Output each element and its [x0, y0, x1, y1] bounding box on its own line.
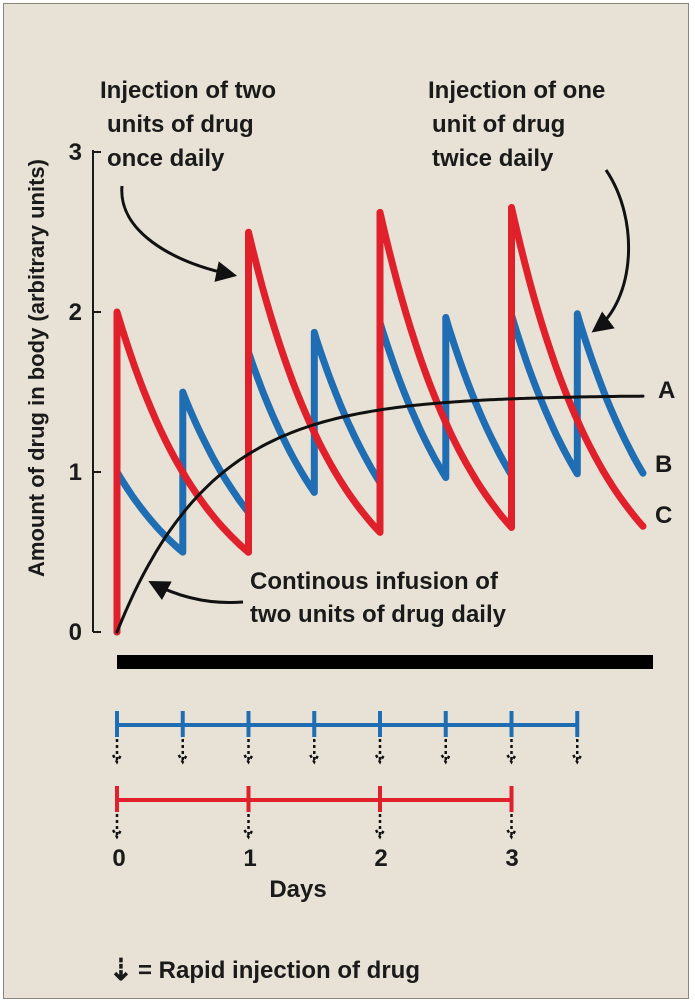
annotation-twice-daily-line-2: unit of drug: [432, 111, 565, 138]
y-tick-label-1: 1: [69, 459, 82, 486]
twice-daily-injection-marker: [506, 739, 517, 765]
twice-daily-injection-marker: [572, 739, 583, 765]
x-tick-label-2: 2: [374, 845, 387, 872]
annotation-twice-daily-line-3: twice daily: [432, 145, 554, 172]
annotation-infusion-line-1: Continous infusion of: [250, 568, 499, 595]
twice-daily-injection-marker: [309, 739, 320, 765]
twice-daily-injection-marker: [111, 739, 123, 765]
series-label-a: A: [658, 377, 675, 404]
y-tick-label-2: 2: [69, 299, 82, 326]
y-tick-label-3: 3: [69, 139, 82, 166]
y-axis-label: Amount of drug in body (arbitrary units): [24, 159, 49, 577]
arrow-twice-daily: [591, 169, 631, 333]
x-tick-label-1: 1: [243, 845, 256, 872]
once-daily-injection-marker: [506, 814, 517, 840]
twice-daily-injection-marker: [177, 739, 188, 765]
annotation-once-daily-line-3: once daily: [107, 145, 225, 172]
series-label-c: C: [655, 502, 672, 529]
arrow-once-daily: [120, 185, 238, 282]
annotation-infusion-line-2: two units of drug daily: [250, 601, 507, 628]
legend-injection-text: = Rapid injection of drug: [138, 957, 420, 984]
series-line-c: [113, 204, 647, 636]
once-daily-injection-marker: [243, 814, 254, 840]
annotation-once-daily-line-2: units of drug: [107, 111, 254, 138]
once-daily-injection-marker: [111, 814, 123, 840]
series-label-b: B: [655, 451, 672, 478]
twice-daily-injection-marker: [374, 739, 386, 765]
y-tick-label-0: 0: [69, 619, 82, 646]
series-line-a: [115, 394, 645, 634]
x-tick-label-0: 0: [112, 845, 125, 872]
infusion-bar: [117, 655, 653, 669]
x-axis-label: Days: [269, 876, 326, 903]
once-daily-injection-marker: [374, 814, 386, 840]
annotation-twice-daily-line-1: Injection of one: [428, 77, 605, 104]
twice-daily-injection-marker: [440, 739, 451, 765]
annotation-once-daily-line-1: Injection of two: [100, 77, 276, 104]
arrow-infusion: [148, 581, 244, 605]
legend-injection-symbol: ⇣: [108, 954, 133, 987]
twice-daily-injection-marker: [243, 739, 254, 765]
x-tick-label-3: 3: [505, 845, 518, 872]
